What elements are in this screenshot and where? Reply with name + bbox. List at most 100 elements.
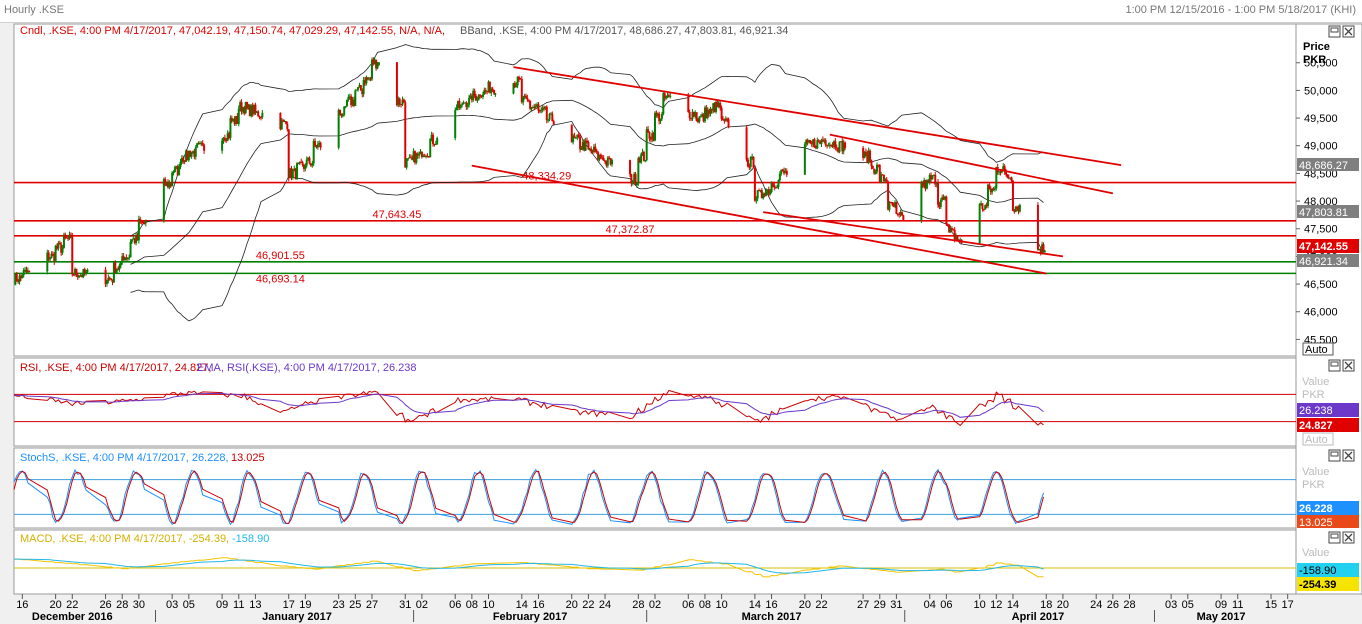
macd-line <box>14 557 1044 578</box>
candle-body <box>234 116 237 125</box>
candle-body <box>197 143 200 145</box>
stoch-d-tag: 13.025 <box>1297 515 1359 529</box>
price-tick-label: 46,500 <box>1304 279 1338 291</box>
candle-body <box>870 160 873 167</box>
candle-body <box>402 99 405 103</box>
candle-body <box>355 89 358 91</box>
candle-body <box>726 118 729 120</box>
candle-body <box>937 182 940 205</box>
candle-body <box>816 140 819 149</box>
candle-body <box>229 117 232 138</box>
candle-body <box>50 253 53 258</box>
candle-body <box>992 188 995 190</box>
chart-workspace[interactable]: 48,334.29 47,643.45 47,372.87 46,901.55 46,6… <box>0 22 1362 624</box>
candle-body <box>465 102 468 107</box>
candle-body <box>608 157 611 159</box>
candle-body <box>806 140 809 143</box>
stoch-legend: StochS, .KSE, 4:00 PM 4/17/2017, 26.228, <box>20 452 229 464</box>
candle-body <box>706 110 709 118</box>
candle-body <box>115 269 118 273</box>
candle-body <box>889 201 892 203</box>
price-tick-label: 49,000 <box>1304 141 1338 153</box>
candle-body <box>666 95 669 98</box>
candle-body <box>837 148 840 152</box>
stoch-unit-label: Value <box>1302 466 1329 478</box>
x-tick-label: 13 <box>249 599 261 611</box>
x-tick-label: 10 <box>482 599 494 611</box>
candle-body <box>244 101 247 114</box>
signal-line <box>14 558 1044 574</box>
candle-body <box>201 142 204 145</box>
candle-body <box>413 151 416 163</box>
signal-value-tag: -158.90 <box>1297 563 1359 577</box>
candle-body <box>982 209 985 211</box>
macd-panel[interactable] <box>13 529 1297 595</box>
candle-body <box>315 145 318 148</box>
candle-body <box>194 147 197 157</box>
candle-body <box>490 88 493 93</box>
candle-body <box>395 62 398 106</box>
price-auto-button[interactable] <box>1302 342 1334 356</box>
candle-body <box>187 150 190 161</box>
candle-body <box>820 139 823 144</box>
price-axis-panel[interactable] <box>1295 23 1362 595</box>
x-tick-label: 08 <box>699 599 711 611</box>
svg-text:24.827: 24.827 <box>1299 420 1333 432</box>
candle-body <box>112 262 115 283</box>
x-tick-label: 31 <box>890 599 902 611</box>
candle-body <box>536 104 539 107</box>
candle-body <box>75 268 78 276</box>
candle-body <box>251 105 254 115</box>
rsi-panel[interactable] <box>13 357 1297 447</box>
candle-body <box>595 150 598 153</box>
price-panel[interactable] <box>13 23 1297 357</box>
candle-body <box>15 273 18 282</box>
candle-body <box>401 99 404 105</box>
candle-body <box>408 157 411 159</box>
candle-body <box>659 118 662 122</box>
price-legend: Cndl, .KSE, 4:00 PM 4/17/2017, 47,042.19… <box>20 25 445 37</box>
candle-body <box>813 139 816 147</box>
macd-value-tag: -254.39 <box>1297 577 1359 591</box>
candle-body <box>57 242 60 249</box>
candle-body <box>952 229 955 231</box>
candle-body <box>475 95 478 101</box>
x-tick-label: 20 <box>1057 599 1069 611</box>
candle-body <box>835 147 838 149</box>
rsi-auto-button[interactable] <box>1302 432 1334 446</box>
svg-text:26.238: 26.238 <box>1299 405 1333 417</box>
candle-body <box>350 96 353 106</box>
candle-body <box>881 174 884 176</box>
candle-body <box>699 116 702 118</box>
candle-body <box>80 275 83 277</box>
x-tick-label: 17 <box>283 599 295 611</box>
candle-body <box>513 83 516 88</box>
candle-body <box>132 238 135 240</box>
candle-body <box>819 141 822 144</box>
candle-body <box>282 120 285 122</box>
candle-body <box>137 218 140 241</box>
candle-body <box>476 99 479 101</box>
candle-body <box>362 79 365 95</box>
candle-body <box>712 103 715 111</box>
candle-body <box>784 170 787 174</box>
candle-body <box>459 104 462 108</box>
candle-body <box>948 224 951 233</box>
month-label: February 2017 <box>493 611 568 623</box>
candle-body <box>359 84 362 91</box>
candle-body <box>128 257 131 259</box>
candle-body <box>76 275 79 278</box>
candle-body <box>658 113 661 122</box>
candle-body <box>583 142 586 151</box>
candle-body <box>246 101 249 109</box>
candle-body <box>294 168 297 180</box>
candle-body <box>236 116 239 125</box>
candle-body <box>463 102 466 104</box>
candle-body <box>71 234 74 275</box>
candle-body <box>576 134 579 138</box>
candle-body <box>512 83 515 94</box>
x-tick-label: 06 <box>682 599 694 611</box>
candle-body <box>426 156 429 158</box>
x-tick-label: 23 <box>333 599 345 611</box>
candle-body <box>755 198 758 201</box>
